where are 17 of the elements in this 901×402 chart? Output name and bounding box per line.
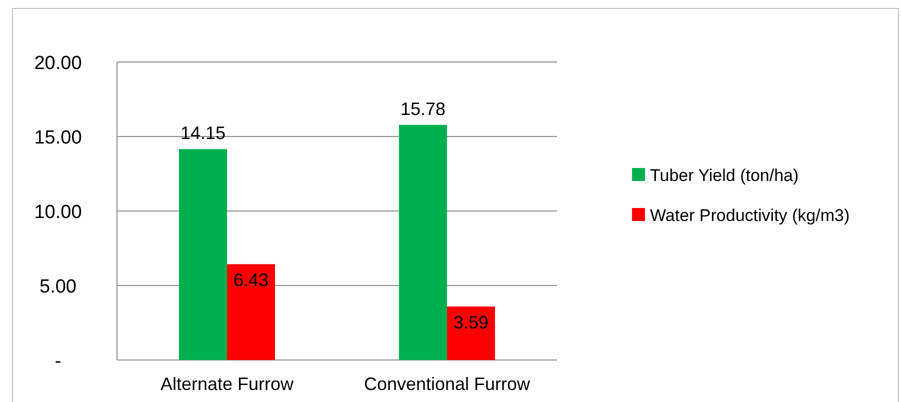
y-tick-label: -	[54, 351, 62, 372]
bar	[227, 264, 275, 360]
legend-label: Water Productivity (kg/m3)	[650, 206, 850, 225]
data-label: 14.15	[180, 123, 226, 144]
x-tick-label: Conventional Furrow	[364, 374, 532, 394]
y-tick-label: 20.00	[34, 53, 82, 74]
bar	[179, 149, 227, 360]
y-tick-label: 5.00	[40, 276, 76, 298]
y-tick-label: 10.00	[34, 202, 82, 223]
bar	[399, 124, 447, 360]
x-tick-label: Alternate Furrow	[160, 374, 295, 394]
y-tick-label: 15.00	[34, 128, 82, 148]
legend-label: Tuber Yield (ton/ha)	[650, 166, 799, 185]
data-label: 6.43	[233, 270, 269, 290]
bar	[447, 306, 495, 360]
data-label: 15.78	[400, 98, 446, 119]
data-label: 3.59	[453, 312, 489, 333]
